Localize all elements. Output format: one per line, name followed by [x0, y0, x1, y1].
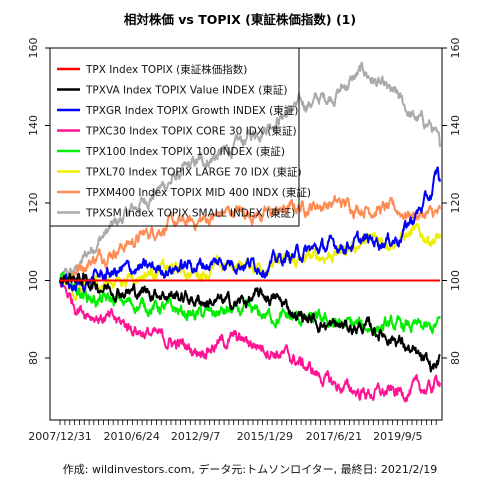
y-tick-label-left: 80: [27, 351, 40, 365]
y-tick-label-right: 120: [449, 193, 462, 214]
axes: 80 80 100 100 120 120 140 140 160 160 2007/12/31 20…: [27, 38, 462, 444]
x-tick-label: 2010/6/24: [104, 430, 160, 443]
series-line: [59, 280, 441, 403]
legend-box: [49, 47, 300, 227]
y-tick-label-right: 100: [449, 270, 462, 291]
series-line: [59, 194, 441, 287]
legend-label: TPXC30 Index TOPIX CORE 30 IDX (東証): [85, 125, 297, 138]
y-tick-label-right: 160: [449, 38, 462, 59]
legend: TPX Index TOPIX (東証株価指数) TPXVA Index TOPI…: [49, 47, 311, 227]
y-tick-label-left: 140: [27, 115, 40, 136]
x-tick-label: 2012/9/7: [171, 430, 220, 443]
y-tick-label-left: 160: [27, 38, 40, 59]
x-tick-label: 2019/9/5: [373, 430, 422, 443]
legend-label: TPXVA Index TOPIX Value INDEX (東証): [85, 84, 287, 97]
y-tick-label-right: 80: [449, 351, 462, 365]
series-line: [59, 222, 441, 302]
chart-title: 相対株価 vs TOPIX (東証株価指数) (1): [124, 12, 356, 27]
x-tick-label: 2007/12/31: [28, 430, 91, 443]
plot-frame: [49, 47, 443, 421]
series-line: [59, 272, 441, 373]
y-tick-label-right: 140: [449, 115, 462, 136]
series-line: [59, 61, 441, 282]
series-line: [59, 166, 441, 293]
y-tick-label-left: 120: [27, 193, 40, 214]
y-tick-label-left: 100: [27, 270, 40, 291]
legend-label: TPX Index TOPIX (東証株価指数): [85, 63, 247, 76]
chart-footer: 作成: wildinvestors.com, データ元:トムソンロイター, 最終…: [63, 462, 437, 476]
legend-label: TPXL70 Index TOPIX LARGE 70 IDX (東証): [85, 166, 302, 179]
legend-label: TPXSM Index TOPIX SMALL INDEX (東証): [85, 207, 295, 220]
legend-label: TPXM400 Index TOPIX MID 400 INDX (東証): [85, 186, 311, 199]
x-tick-label: 2017/6/21: [306, 430, 362, 443]
series-layer: [59, 61, 441, 403]
legend-label: TPXGR Index TOPIX Growth INDEX (東証): [85, 104, 298, 117]
legend-label: TPX100 Index TOPIX 100 INDEX (東証): [85, 145, 285, 158]
series-line: [59, 271, 441, 336]
x-tick-label: 2015/1/29: [237, 430, 293, 443]
